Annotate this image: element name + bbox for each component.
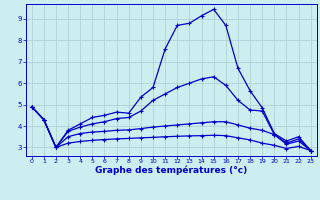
X-axis label: Graphe des températures (°c): Graphe des températures (°c) bbox=[95, 166, 247, 175]
